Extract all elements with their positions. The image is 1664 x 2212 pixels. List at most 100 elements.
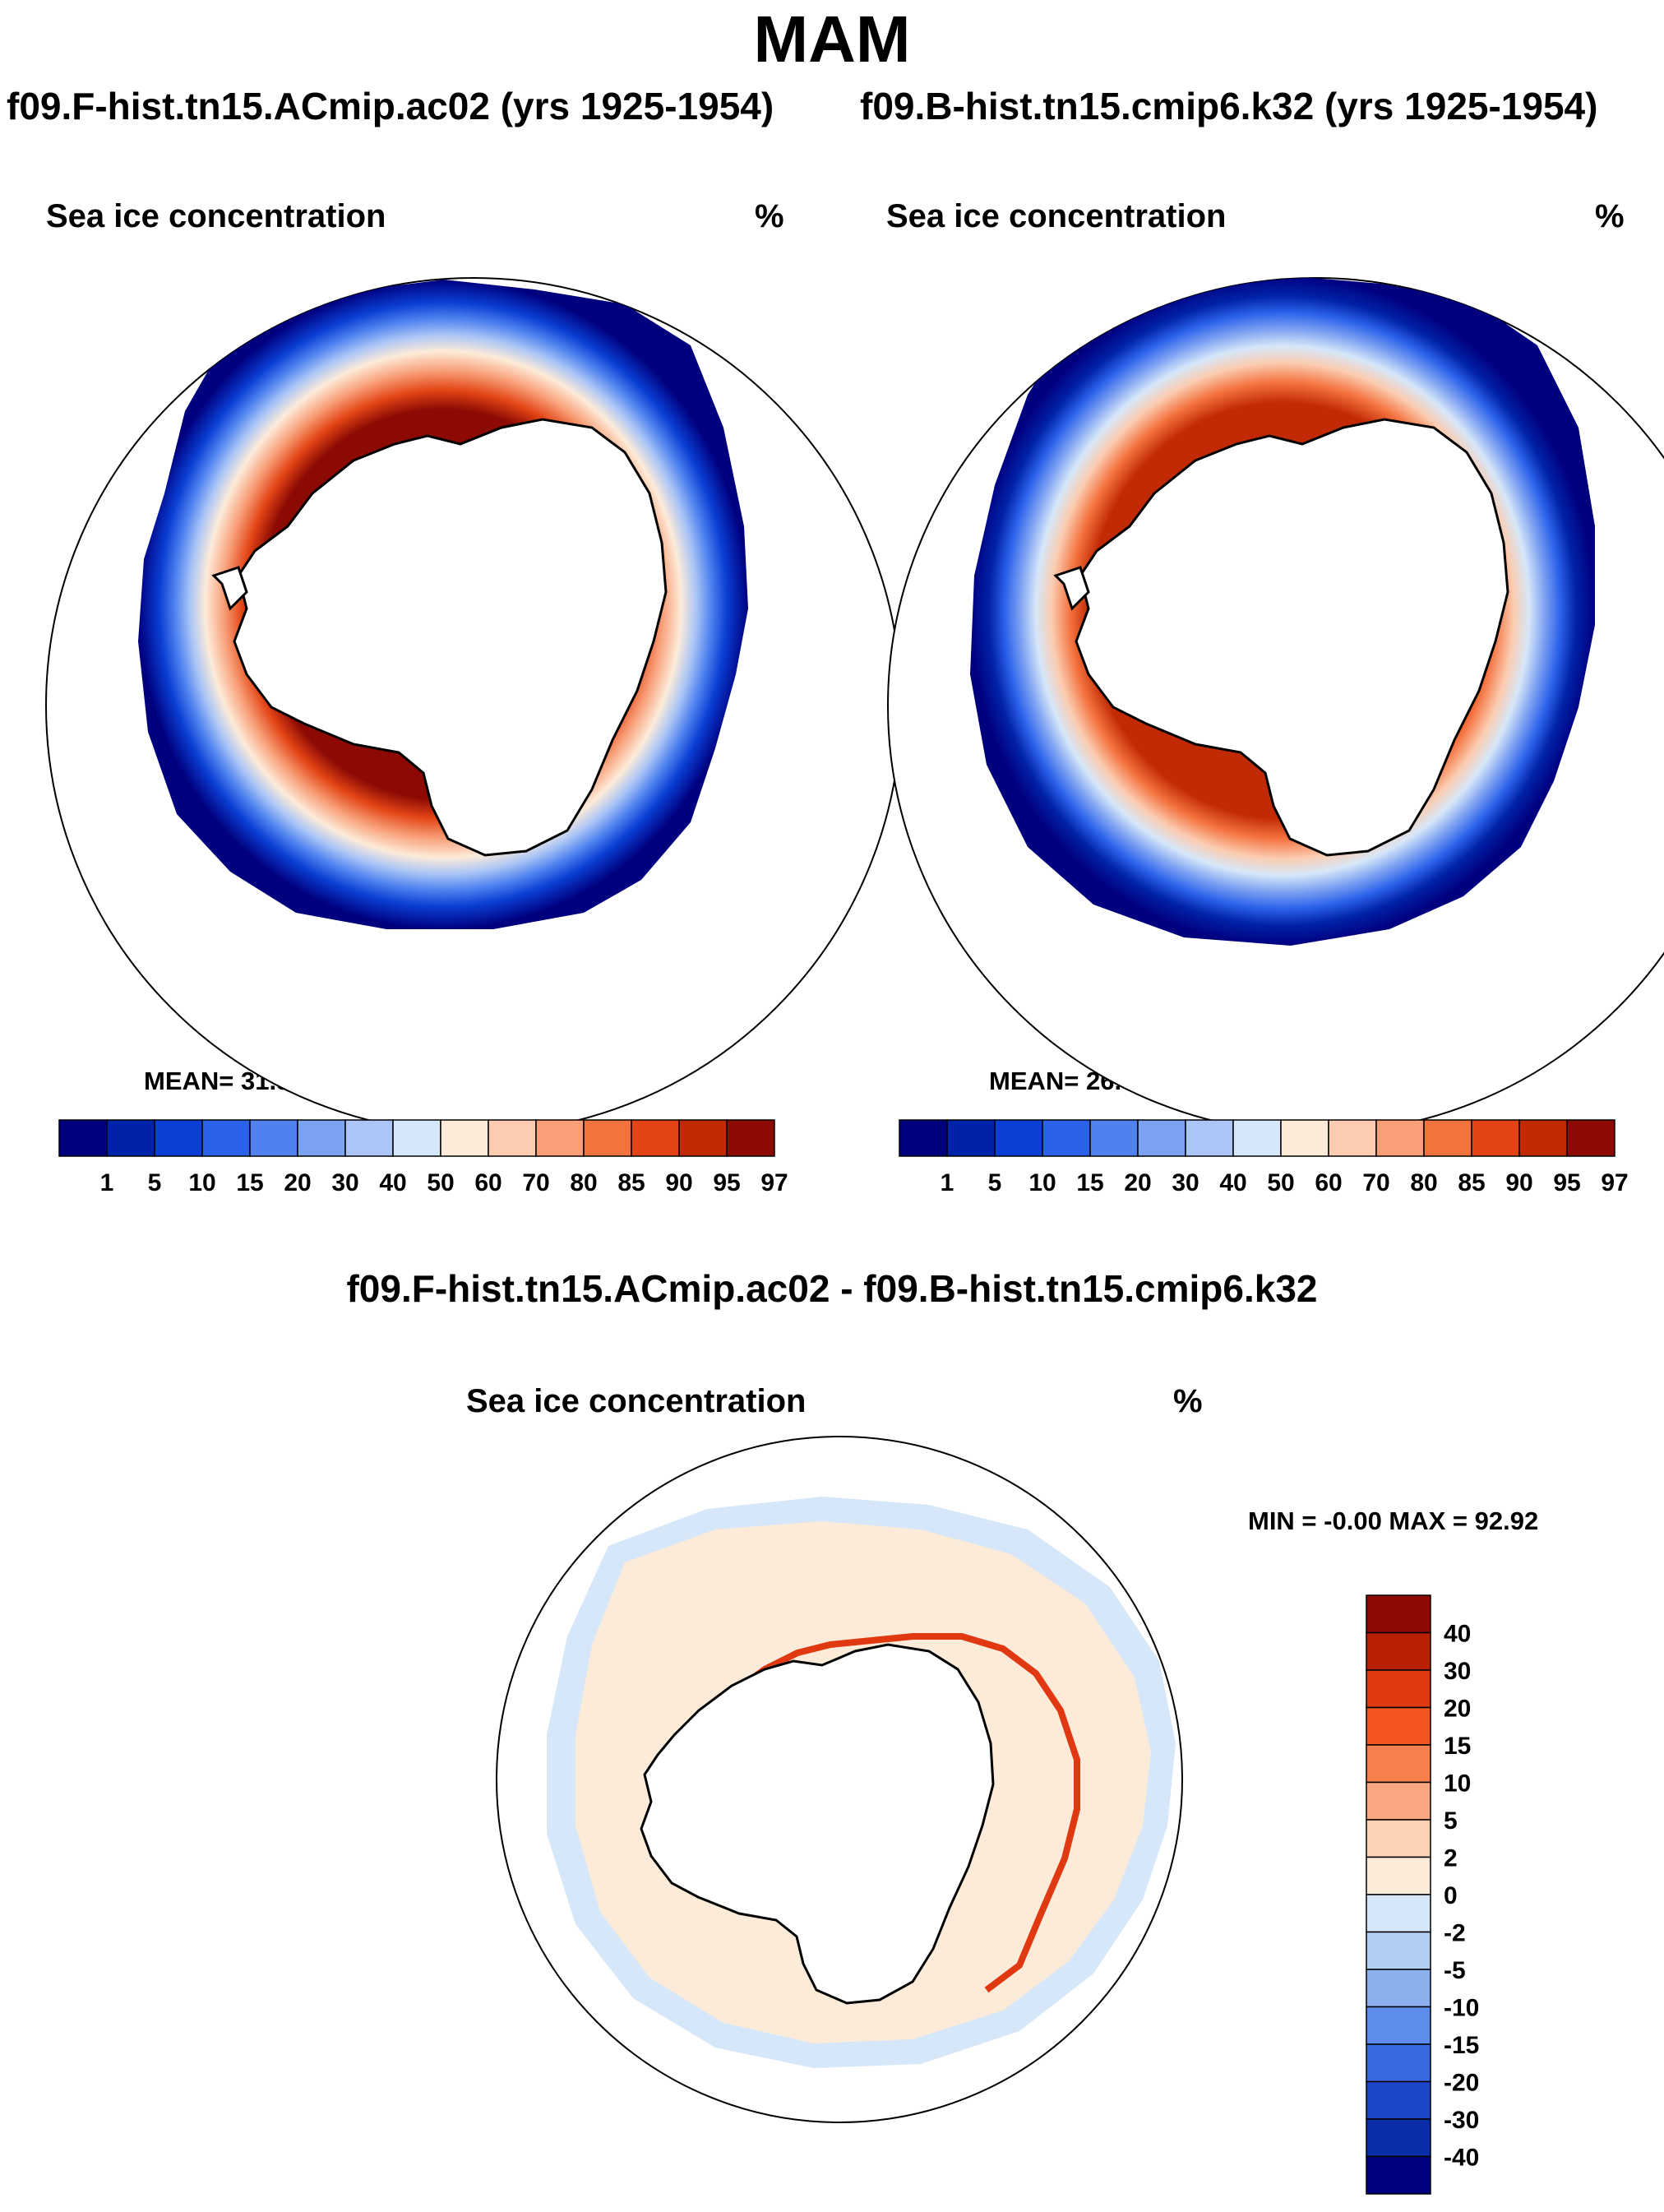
- colorbar-label: 2: [1444, 1845, 1458, 1872]
- colorbar-swatch: [994, 1119, 1043, 1157]
- diff-stats: MIN = -0.00 MAX = 92.92: [1248, 1506, 1539, 1535]
- colorbar-right: 1 5 10 15 20 30 40 50 60 70 80 85 90 95 97: [899, 1119, 1629, 1196]
- colorbar-label: 60: [474, 1169, 502, 1196]
- diff-title: f09.F-hist.tn15.ACmip.ac02 - f09.B-hist.…: [346, 1267, 1318, 1310]
- colorbar-label: 30: [331, 1169, 358, 1196]
- colorbar-swatch: [1366, 2043, 1431, 2083]
- colorbar-label: 30: [1172, 1169, 1199, 1196]
- colorbar-swatch: [1232, 1119, 1282, 1157]
- colorbar-swatch: [678, 1119, 728, 1157]
- colorbar-swatch: [726, 1119, 775, 1157]
- colorbar-swatch: [1366, 2080, 1431, 2120]
- colorbar-label: 70: [1362, 1169, 1389, 1196]
- colorbar-label: 40: [1219, 1169, 1246, 1196]
- colorbar-label: 15: [1076, 1169, 1103, 1196]
- colorbar-label: 15: [1444, 1733, 1471, 1760]
- colorbar-swatch: [1366, 2155, 1431, 2195]
- colorbar-swatch: [1366, 1594, 1431, 1634]
- panel-title-right: f09.B-hist.tn15.cmip6.k32 (yrs 1925-1954…: [860, 85, 1598, 127]
- colorbar-swatch: [1366, 2118, 1431, 2158]
- colorbar-label: 60: [1315, 1169, 1342, 1196]
- colorbar-swatch: [1366, 1931, 1431, 1970]
- colorbar-swatch: [1366, 1631, 1431, 1671]
- colorbar-swatch: [946, 1119, 996, 1157]
- antarctica-landmass: [640, 1643, 995, 2005]
- sea-ice-map-left: [45, 277, 902, 1134]
- colorbar-label: -5: [1444, 1957, 1466, 1984]
- colorbar-label: 1: [100, 1169, 114, 1196]
- colorbar-label: 0: [1444, 1882, 1458, 1909]
- colorbar-label: 85: [1458, 1169, 1485, 1196]
- colorbar-swatch: [1366, 2006, 1431, 2045]
- colorbar-label: -20: [1444, 2070, 1479, 2097]
- colorbar-label: 80: [1410, 1169, 1437, 1196]
- colorbar-label: -2: [1444, 1920, 1466, 1947]
- colorbar-swatch: [440, 1119, 489, 1157]
- sea-ice-map-diff: [496, 1436, 1183, 2123]
- colorbar-swatch: [583, 1119, 632, 1157]
- colorbar-label: 15: [236, 1169, 263, 1196]
- colorbar-label: 90: [665, 1169, 692, 1196]
- colorbar-label: 10: [1444, 1770, 1471, 1798]
- colorbar-swatch: [1366, 1856, 1431, 1895]
- colorbar-label: 90: [1505, 1169, 1532, 1196]
- colorbar-label: -40: [1444, 2145, 1479, 2172]
- colorbar-swatch: [1366, 1669, 1431, 1709]
- antarctica-landmass: [233, 418, 668, 857]
- colorbar-label: 1: [941, 1169, 954, 1196]
- colorbar-swatch: [1089, 1119, 1139, 1157]
- colorbar-swatch: [1366, 1744, 1431, 1784]
- colorbar-swatch: [154, 1119, 203, 1157]
- units-right: %: [1595, 198, 1625, 234]
- colorbar-swatch: [344, 1119, 394, 1157]
- colorbar-swatch: [1471, 1119, 1520, 1157]
- colorbar-label: 97: [1601, 1169, 1628, 1196]
- colorbar-swatch: [1518, 1119, 1568, 1157]
- colorbar-swatch: [392, 1119, 441, 1157]
- subtitle-left: Sea ice concentration: [46, 198, 386, 234]
- colorbar-label: 97: [760, 1169, 788, 1196]
- colorbar-label: 40: [1444, 1621, 1471, 1648]
- colorbar-label: -30: [1444, 2107, 1479, 2134]
- colorbar-swatch: [488, 1119, 537, 1157]
- colorbar-swatch: [1375, 1119, 1425, 1157]
- units-left: %: [755, 198, 784, 234]
- colorbar-swatch: [1366, 1969, 1431, 2008]
- colorbar-swatch: [1185, 1119, 1234, 1157]
- colorbar-label: 95: [1553, 1169, 1580, 1196]
- colorbar-swatch: [1328, 1119, 1377, 1157]
- colorbar-left: 1 5 10 15 20 30 40 50 60 70 80 85 90 95 97: [58, 1119, 788, 1196]
- colorbar-label: 20: [1444, 1696, 1471, 1723]
- colorbar-label: -15: [1444, 2032, 1479, 2059]
- colorbar-swatch: [1137, 1119, 1186, 1157]
- colorbar-swatch: [106, 1119, 155, 1157]
- colorbar-label: 5: [988, 1169, 1002, 1196]
- colorbar-label: 5: [1444, 1807, 1458, 1835]
- colorbar-swatch: [1280, 1119, 1329, 1157]
- colorbar-label: -10: [1444, 1995, 1479, 2022]
- diff-subtitle: Sea ice concentration: [466, 1383, 807, 1419]
- colorbar-swatch: [1423, 1119, 1472, 1157]
- colorbar-swatch: [1366, 1781, 1431, 1821]
- colorbar-swatch: [1566, 1119, 1615, 1157]
- peninsula-detail: [1053, 566, 1090, 611]
- colorbar-swatch: [1366, 1894, 1431, 1933]
- colorbar-label: 95: [713, 1169, 740, 1196]
- colorbar-label: 20: [284, 1169, 311, 1196]
- colorbar-label: 30: [1444, 1658, 1471, 1685]
- colorbar-swatch: [1366, 1706, 1431, 1746]
- colorbar-label: 5: [148, 1169, 162, 1196]
- panel-title-left: f09.F-hist.tn15.ACmip.ac02 (yrs 1925-195…: [7, 85, 774, 127]
- sea-ice-map-right: [887, 277, 1664, 1134]
- colorbar-swatch: [899, 1119, 948, 1157]
- colorbar-swatch: [297, 1119, 346, 1157]
- colorbar-label: 10: [188, 1169, 215, 1196]
- colorbar-label: 70: [522, 1169, 549, 1196]
- colorbar-label: 85: [617, 1169, 645, 1196]
- colorbar-label: 40: [379, 1169, 406, 1196]
- colorbar-swatch: [249, 1119, 298, 1157]
- colorbar-label: 10: [1028, 1169, 1056, 1196]
- colorbar-label: 50: [427, 1169, 454, 1196]
